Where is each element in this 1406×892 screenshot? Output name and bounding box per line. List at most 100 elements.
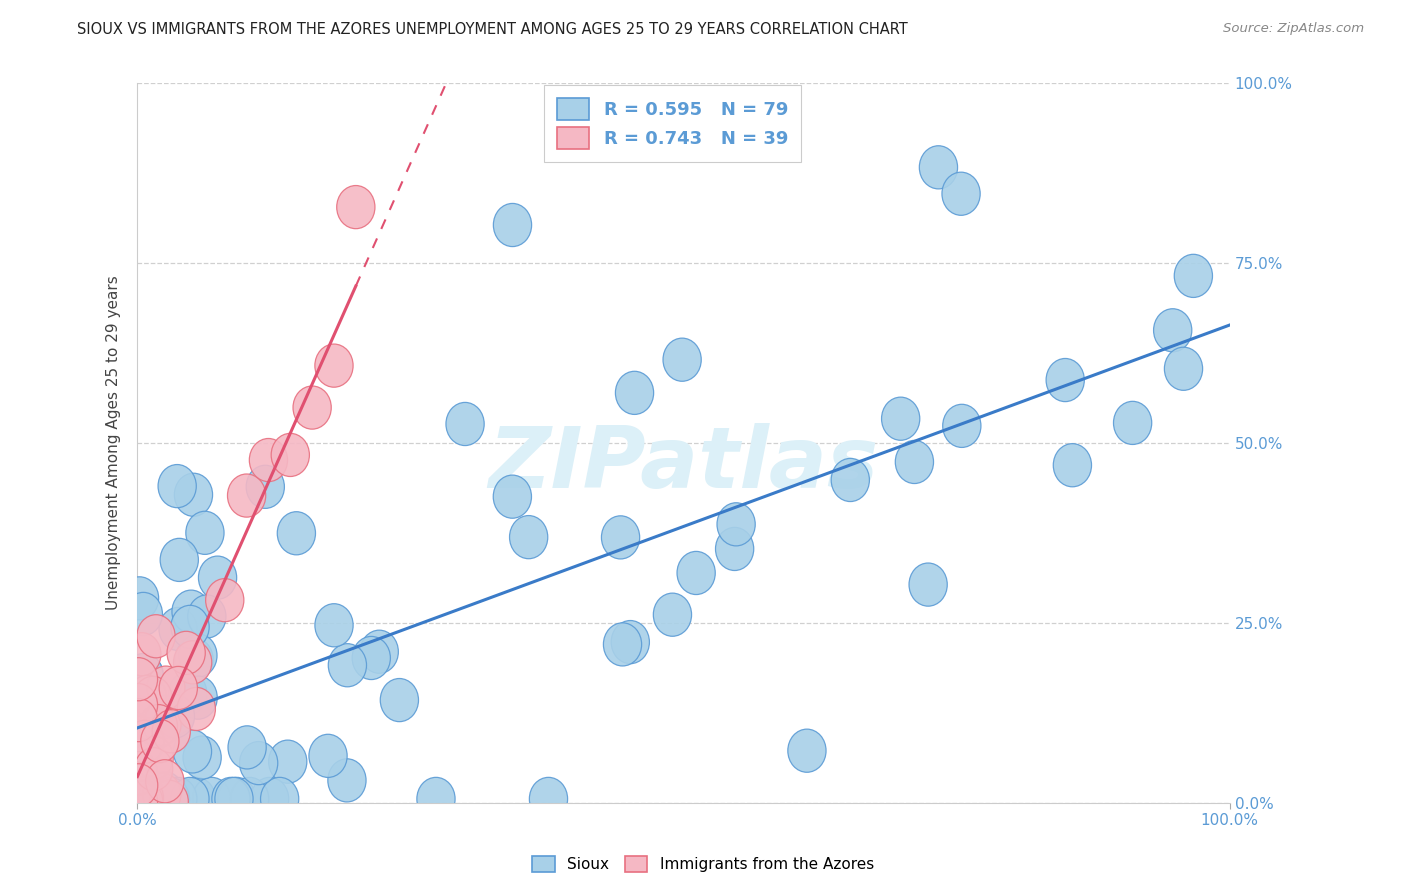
Ellipse shape: [143, 703, 181, 746]
Ellipse shape: [174, 638, 214, 681]
Ellipse shape: [120, 657, 157, 701]
Ellipse shape: [249, 439, 288, 482]
Ellipse shape: [246, 466, 284, 508]
Ellipse shape: [1046, 359, 1084, 401]
Ellipse shape: [530, 777, 568, 821]
Ellipse shape: [128, 675, 166, 718]
Ellipse shape: [146, 695, 184, 739]
Ellipse shape: [198, 556, 236, 599]
Legend: Sioux, Immigrants from the Azores: Sioux, Immigrants from the Azores: [524, 848, 882, 880]
Ellipse shape: [1153, 309, 1192, 351]
Ellipse shape: [920, 145, 957, 189]
Ellipse shape: [654, 593, 692, 636]
Ellipse shape: [494, 203, 531, 246]
Ellipse shape: [228, 474, 266, 517]
Ellipse shape: [277, 512, 315, 555]
Ellipse shape: [882, 397, 920, 441]
Ellipse shape: [193, 777, 231, 821]
Ellipse shape: [124, 780, 162, 823]
Ellipse shape: [135, 736, 173, 780]
Text: Source: ZipAtlas.com: Source: ZipAtlas.com: [1223, 22, 1364, 36]
Ellipse shape: [120, 780, 157, 823]
Ellipse shape: [177, 688, 215, 731]
Ellipse shape: [167, 632, 205, 674]
Ellipse shape: [231, 777, 269, 821]
Ellipse shape: [146, 666, 186, 709]
Ellipse shape: [328, 759, 366, 802]
Ellipse shape: [416, 777, 456, 821]
Ellipse shape: [156, 695, 194, 738]
Ellipse shape: [309, 734, 347, 778]
Ellipse shape: [602, 516, 640, 559]
Ellipse shape: [121, 577, 159, 620]
Ellipse shape: [127, 721, 165, 764]
Ellipse shape: [910, 563, 948, 607]
Text: SIOUX VS IMMIGRANTS FROM THE AZORES UNEMPLOYMENT AMONG AGES 25 TO 29 YEARS CORRE: SIOUX VS IMMIGRANTS FROM THE AZORES UNEM…: [77, 22, 908, 37]
Ellipse shape: [131, 776, 169, 819]
Ellipse shape: [143, 772, 181, 816]
Ellipse shape: [177, 777, 215, 821]
Ellipse shape: [271, 434, 309, 476]
Ellipse shape: [212, 777, 250, 821]
Ellipse shape: [173, 640, 212, 684]
Ellipse shape: [664, 338, 702, 381]
Ellipse shape: [170, 777, 209, 821]
Ellipse shape: [186, 511, 224, 555]
Ellipse shape: [942, 404, 981, 448]
Ellipse shape: [336, 186, 375, 228]
Ellipse shape: [315, 344, 353, 387]
Ellipse shape: [134, 676, 172, 720]
Ellipse shape: [260, 777, 298, 821]
Ellipse shape: [150, 780, 188, 823]
Ellipse shape: [831, 458, 869, 501]
Ellipse shape: [122, 780, 160, 823]
Ellipse shape: [141, 777, 180, 821]
Ellipse shape: [159, 607, 197, 650]
Ellipse shape: [179, 634, 217, 677]
Ellipse shape: [446, 402, 484, 446]
Ellipse shape: [124, 769, 162, 813]
Ellipse shape: [124, 592, 163, 635]
Ellipse shape: [239, 741, 278, 785]
Ellipse shape: [120, 780, 157, 823]
Ellipse shape: [218, 777, 256, 821]
Text: ZIPatlas: ZIPatlas: [488, 423, 879, 506]
Ellipse shape: [157, 465, 197, 508]
Ellipse shape: [380, 679, 419, 722]
Ellipse shape: [125, 720, 163, 764]
Ellipse shape: [787, 729, 827, 772]
Ellipse shape: [328, 644, 367, 687]
Ellipse shape: [188, 595, 226, 638]
Ellipse shape: [125, 654, 163, 698]
Ellipse shape: [716, 527, 754, 571]
Ellipse shape: [360, 630, 398, 673]
Ellipse shape: [120, 752, 157, 795]
Ellipse shape: [612, 621, 650, 664]
Ellipse shape: [315, 604, 353, 647]
Ellipse shape: [1164, 347, 1202, 391]
Ellipse shape: [139, 777, 177, 821]
Ellipse shape: [172, 606, 209, 648]
Ellipse shape: [138, 777, 177, 821]
Ellipse shape: [215, 777, 253, 821]
Ellipse shape: [125, 780, 163, 823]
Ellipse shape: [942, 172, 980, 215]
Legend: R = 0.595   N = 79, R = 0.743   N = 39: R = 0.595 N = 79, R = 0.743 N = 39: [544, 86, 801, 161]
Ellipse shape: [159, 777, 197, 821]
Ellipse shape: [678, 551, 716, 595]
Ellipse shape: [125, 777, 163, 820]
Ellipse shape: [494, 475, 531, 518]
Ellipse shape: [159, 666, 197, 709]
Ellipse shape: [603, 623, 641, 666]
Ellipse shape: [152, 710, 190, 753]
Y-axis label: Unemployment Among Ages 25 to 29 years: Unemployment Among Ages 25 to 29 years: [107, 276, 121, 610]
Ellipse shape: [174, 473, 212, 516]
Ellipse shape: [173, 730, 211, 773]
Ellipse shape: [250, 777, 288, 821]
Ellipse shape: [122, 632, 160, 676]
Ellipse shape: [160, 539, 198, 582]
Ellipse shape: [292, 386, 332, 429]
Ellipse shape: [172, 591, 209, 633]
Ellipse shape: [146, 772, 184, 814]
Ellipse shape: [152, 777, 190, 821]
